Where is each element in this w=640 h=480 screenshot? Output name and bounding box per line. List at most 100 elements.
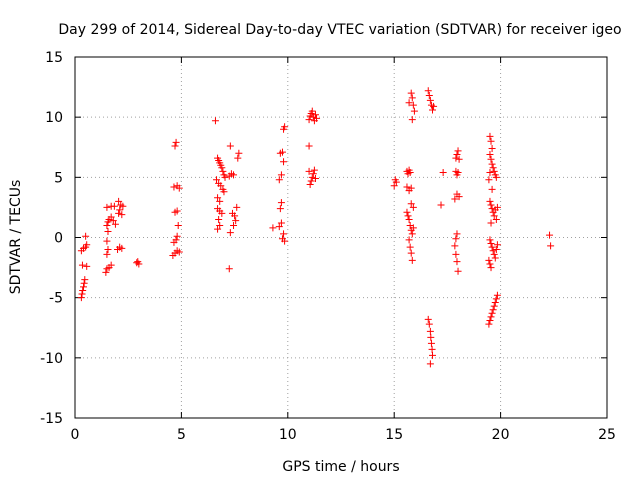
data-point	[276, 205, 284, 213]
y-tick-label: 10	[45, 110, 63, 126]
data-point	[408, 116, 416, 124]
data-point	[489, 164, 497, 172]
data-point	[269, 224, 277, 232]
data-point	[231, 212, 239, 220]
data-point	[488, 160, 496, 168]
data-point	[111, 220, 119, 228]
x-tick-label: 20	[492, 427, 510, 443]
data-point	[489, 247, 497, 255]
data-point	[406, 243, 414, 251]
data-point	[487, 137, 495, 145]
data-point	[425, 320, 433, 328]
data-point	[281, 123, 289, 131]
data-point	[311, 111, 319, 119]
data-point	[408, 230, 416, 238]
data-point	[488, 243, 496, 251]
data-point	[172, 236, 180, 244]
data-point	[492, 295, 500, 303]
data-point	[490, 302, 498, 310]
data-point	[409, 101, 417, 109]
data-point	[280, 230, 288, 238]
data-points	[77, 87, 555, 368]
data-point	[230, 221, 238, 229]
data-point	[107, 261, 115, 269]
chart-title: Day 299 of 2014, Sidereal Day-to-day VTE…	[58, 22, 621, 38]
data-point	[275, 176, 283, 184]
data-point	[408, 256, 416, 264]
data-point	[492, 173, 500, 181]
data-point	[218, 209, 226, 217]
data-point	[455, 193, 463, 201]
data-point	[488, 205, 496, 213]
data-point	[493, 203, 501, 211]
data-point	[486, 236, 494, 244]
data-point	[134, 258, 142, 266]
y-tick-label: 0	[54, 231, 63, 247]
data-point	[493, 241, 501, 249]
y-tick-label: -10	[40, 351, 63, 367]
data-point	[217, 182, 225, 190]
data-point	[103, 203, 111, 211]
x-tick-label: 25	[598, 427, 616, 443]
data-point	[78, 290, 86, 298]
data-point	[485, 256, 493, 264]
data-point	[487, 240, 495, 248]
data-point	[486, 197, 494, 205]
data-point	[311, 175, 319, 183]
data-point	[428, 345, 436, 353]
data-point	[453, 258, 461, 266]
data-point	[407, 89, 415, 97]
x-tick-labels: 0 5 10 15 20 25	[71, 427, 616, 443]
data-point	[392, 178, 400, 186]
data-point	[403, 183, 411, 191]
data-point	[454, 169, 462, 177]
data-point	[485, 176, 493, 184]
data-point	[451, 242, 459, 250]
data-point	[226, 142, 234, 150]
data-point	[493, 291, 501, 299]
data-point	[424, 315, 432, 323]
data-point	[172, 138, 180, 146]
data-point	[211, 117, 219, 125]
data-point	[427, 339, 435, 347]
data-point	[452, 154, 460, 162]
data-point	[403, 208, 411, 216]
data-point	[309, 170, 317, 178]
data-point	[426, 360, 434, 368]
data-point	[305, 167, 313, 175]
data-point	[487, 201, 495, 209]
data-point	[171, 142, 179, 150]
data-point	[546, 231, 554, 239]
data-point	[407, 200, 415, 208]
data-point	[390, 182, 398, 190]
data-point	[426, 327, 434, 335]
data-point	[313, 114, 321, 122]
data-point	[173, 207, 181, 215]
data-point	[426, 96, 434, 104]
y-tick-label: -15	[40, 411, 63, 427]
data-point	[109, 217, 117, 225]
data-point	[174, 221, 182, 229]
data-point	[306, 181, 314, 189]
data-point	[487, 155, 495, 163]
data-point	[407, 249, 415, 257]
data-point	[80, 283, 88, 291]
y-tick-label: 5	[54, 170, 63, 186]
data-point	[107, 213, 115, 221]
data-point	[305, 116, 313, 124]
data-point	[234, 154, 242, 162]
data-point	[230, 171, 238, 179]
data-point	[404, 212, 412, 220]
data-point	[170, 183, 178, 191]
data-point	[452, 235, 460, 243]
data-point	[407, 184, 415, 192]
plot-frame	[74, 56, 608, 419]
data-point	[103, 221, 111, 229]
data-point	[454, 147, 462, 155]
data-point	[427, 333, 435, 341]
data-point	[405, 236, 413, 244]
data-point	[219, 167, 227, 175]
data-point	[486, 150, 494, 158]
data-point	[80, 279, 88, 287]
